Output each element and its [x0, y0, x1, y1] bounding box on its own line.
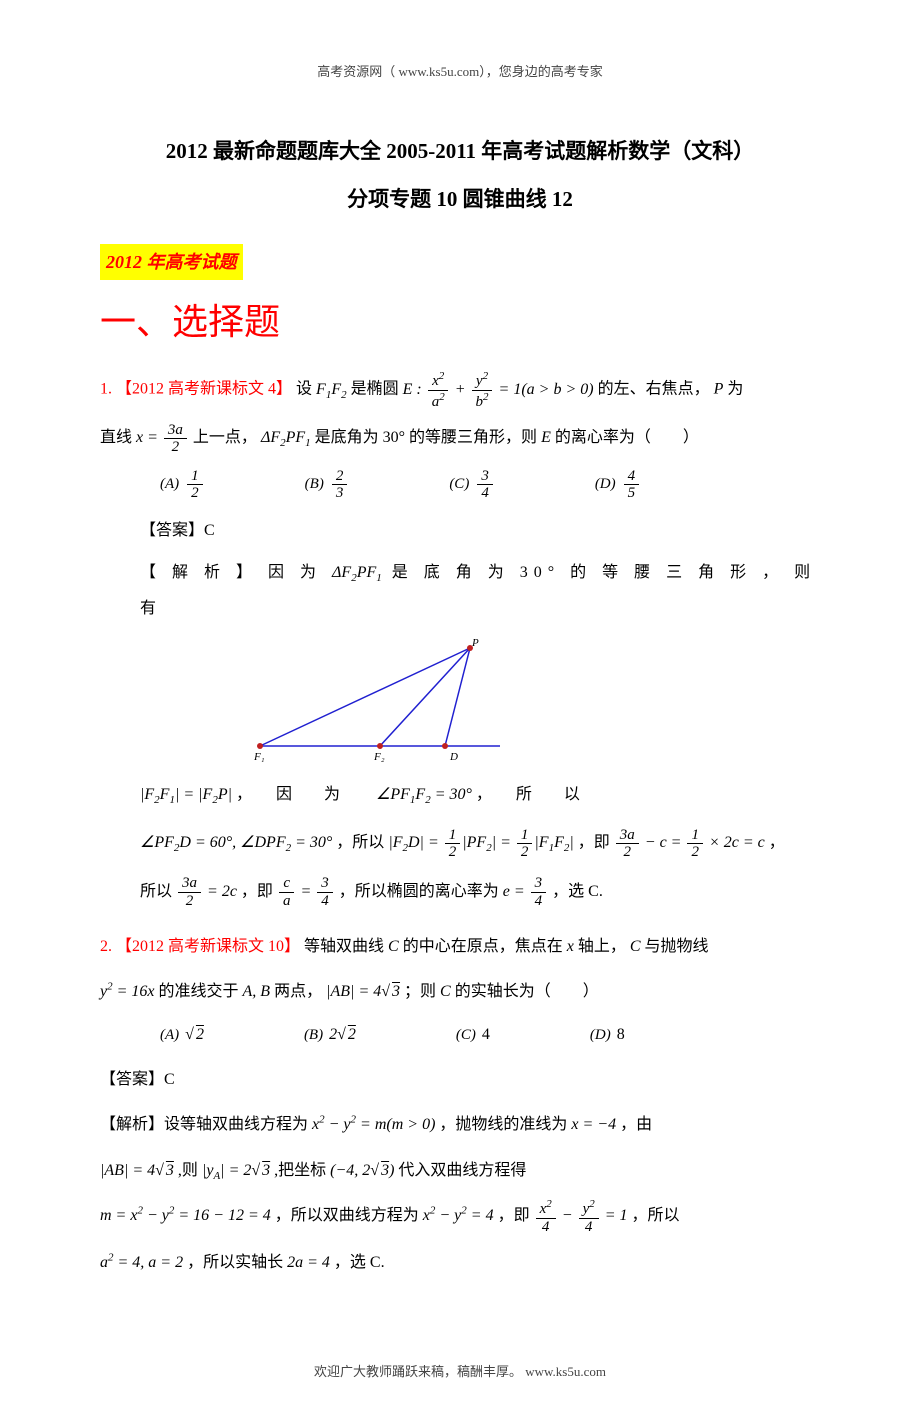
title-sub: 分项专题 10 圆锥曲线 12 — [100, 181, 820, 219]
q1-t4: 为 — [727, 381, 743, 398]
q2-answer: 【答案】C — [100, 1062, 820, 1097]
q1-E2: E — [541, 429, 551, 446]
q1-t2: 是椭圆 — [351, 381, 403, 398]
triangle-diagram: F₁ F₂ D P — [250, 636, 510, 766]
label-f1: F₁ — [253, 751, 265, 763]
q2-option-a: (A) √2 — [160, 1021, 204, 1050]
year-highlight: 2012 年高考试题 — [100, 244, 243, 280]
q2-explain-4: a2 = 4, a = 2 ，所以实轴长 2a = 4 ，选 C. — [100, 1245, 820, 1280]
q2-option-d: (D) 8 — [590, 1021, 625, 1050]
q1-x-eq: x = 3a2 — [136, 429, 189, 446]
label-p: P — [471, 637, 479, 649]
q1-f1f2: F1F2 — [316, 381, 347, 398]
q1-option-c: (C) 34 — [449, 468, 495, 502]
q1-explain-4: 所以 3a2 = 2c ，即 ca = 34 ，所以椭圆的离心率为 e = 34… — [140, 873, 820, 911]
page-footer: 欢迎广大教师踊跃来稿，稿酬丰厚。 www.ks5u.com — [100, 1360, 820, 1383]
q1-source: 【2012 高考新课标文 4】 — [116, 381, 292, 398]
title-main: 2012 最新命题题库大全 2005-2011 年高考试题解析数学（文科） — [100, 133, 820, 171]
q1-options: (A) 12 (B) 23 (C) 34 (D) 45 — [160, 468, 820, 502]
q1-option-a: (A) 12 — [160, 468, 205, 502]
q1-t1: 设 — [296, 381, 316, 398]
page-header: 高考资源网（ www.ks5u.com），您身边的高考专家 — [100, 60, 820, 83]
q2-stem-line1: 2. 【2012 高考新课标文 10】 等轴双曲线 C 的中心在原点，焦点在 x… — [100, 929, 820, 964]
q1-l2c: 是底角为 30° 的等腰三角形，则 — [315, 429, 541, 446]
q2-number: 2. — [100, 938, 112, 955]
q2-source: 【2012 高考新课标文 10】 — [116, 938, 300, 955]
q1-explain-3: ∠PF2D = 60°, ∠DPF2 = 30° ，所以 |F2D| = 12|… — [140, 824, 820, 862]
q2-options: (A) √2 (B) 2√2 (C) 4 (D) 8 — [160, 1021, 820, 1050]
q1-l2d: 的离心率为（ ） — [555, 429, 699, 446]
q2-stem-line2: y2 = 16x 的准线交于 A, B 两点， |AB| = 4√3 ；则 C … — [100, 974, 820, 1009]
section-heading: 一、选择题 — [100, 290, 820, 355]
q2-explain-3: m = x2 − y2 = 16 − 12 = 4 ，所以双曲线方程为 x2 −… — [100, 1198, 820, 1235]
q1-explain-2: |F2F1| = |F2P| ， 因 为 ∠PF1F2 = 30° ， 所 以 — [140, 776, 820, 814]
q1-answer: 【答案】C — [140, 517, 820, 546]
q1-number: 1. — [100, 381, 112, 398]
q2-option-b: (B) 2√2 — [304, 1021, 356, 1050]
q1-stem-line2: 直线 x = 3a2 上一点， ΔF2PF1 是底角为 30° 的等腰三角形，则… — [100, 420, 820, 455]
q1-stem-line1: 1. 【2012 高考新课标文 4】 设 F1F2 是椭圆 E : x2a2 +… — [100, 370, 820, 410]
q1-option-b: (B) 23 — [305, 468, 350, 502]
q2-option-c: (C) 4 — [456, 1021, 490, 1050]
q1-tri: ΔF2PF1 — [261, 429, 311, 446]
q1-l2a: 直线 — [100, 429, 136, 446]
label-f2: F₂ — [373, 751, 385, 763]
q2-explain-2: |AB| = 4√3 ,则 |yA| = 2√3 ,把坐标 (−4, 2√3) … — [100, 1153, 820, 1188]
q1-ellipse-eq: E : x2a2 + y2b2 = 1(a > b > 0) — [403, 381, 598, 398]
q1-explain-1: 【 解 析 】 因 为 ΔF2PF1 是 底 角 为 30° 的 等 腰 三 角… — [140, 555, 820, 626]
q1-option-d: (D) 45 — [595, 468, 641, 502]
label-d: D — [449, 751, 458, 763]
q1-l2b: 上一点， — [193, 429, 257, 446]
q1-P: P — [714, 381, 724, 398]
q2-explain-1: 【解析】设等轴双曲线方程为 x2 − y2 = m(m > 0) ，抛物线的准线… — [100, 1107, 820, 1142]
q1-t3: 的左、右焦点， — [598, 381, 710, 398]
